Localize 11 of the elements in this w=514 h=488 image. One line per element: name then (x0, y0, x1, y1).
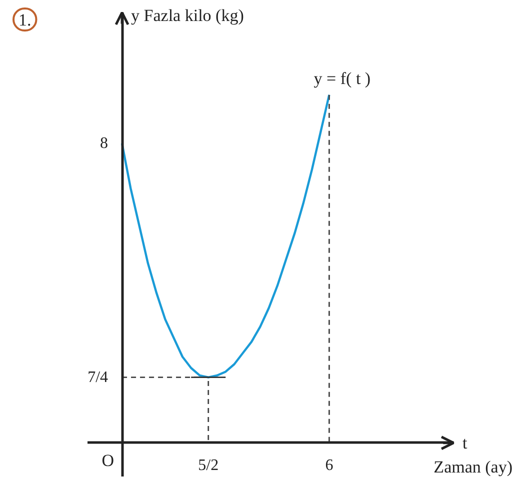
annotation: O (102, 450, 114, 470)
x-axis-title: t (462, 433, 468, 452)
x-tick-label: 6 (325, 456, 334, 474)
line-series (120, 94, 330, 378)
series-label: y = f( t ) (314, 68, 371, 88)
chart-title: 1. (18, 10, 32, 30)
y-tick-label: 7/4 (88, 368, 108, 386)
x-tick-label: 5/2 (198, 456, 219, 474)
annotation: Zaman (ay) (434, 457, 513, 476)
y-axis-title: y Fazla kilo (kg) (131, 6, 244, 25)
y-tick-label: 8 (100, 134, 108, 152)
